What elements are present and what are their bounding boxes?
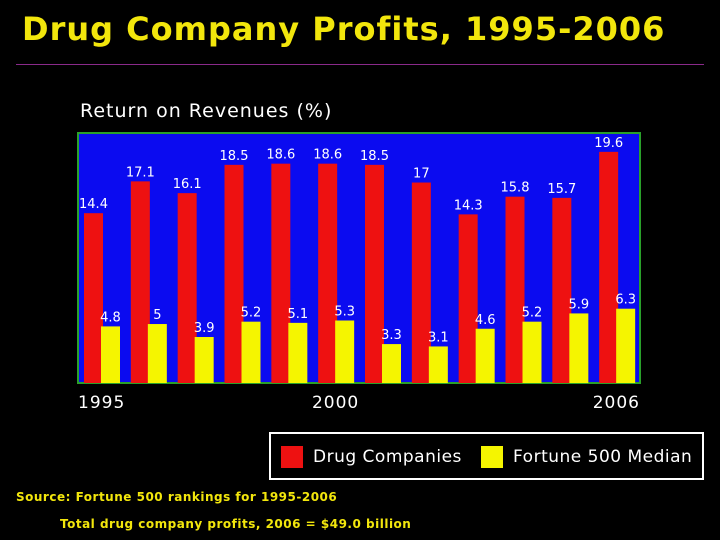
fortune-bar-2006 xyxy=(616,308,636,383)
legend-swatch-drug xyxy=(281,446,303,468)
fortune-value-label-2001: 3.3 xyxy=(381,328,402,343)
legend-item-fortune: Fortune 500 Median xyxy=(481,446,692,468)
fortune-value-label-1995: 4.8 xyxy=(100,310,121,325)
drug-bar-1999 xyxy=(271,163,291,383)
fortune-value-label-2002: 3.1 xyxy=(428,330,449,345)
fortune-value-label-1999: 5.1 xyxy=(287,307,308,322)
drug-value-label-1999: 18.6 xyxy=(266,148,295,163)
drug-value-label-1995: 14.4 xyxy=(79,197,108,212)
fortune-value-label-2005: 5.9 xyxy=(568,297,589,312)
drug-bar-2005 xyxy=(552,197,572,383)
drug-bar-2006 xyxy=(599,151,619,383)
x-tick-label-2006: 2006 xyxy=(593,393,640,413)
fortune-bar-1997 xyxy=(194,337,214,383)
fortune-value-label-2003: 4.6 xyxy=(475,313,496,328)
fortune-value-label-1997: 3.9 xyxy=(194,321,215,336)
fortune-value-label-2000: 5.3 xyxy=(334,305,355,320)
x-tick-label-2000: 2000 xyxy=(312,393,359,413)
chart-title: Return on Revenues (%) xyxy=(80,100,333,122)
drug-value-label-2006: 19.6 xyxy=(594,136,623,151)
drug-value-label-2003: 14.3 xyxy=(454,198,483,213)
x-tick-label-1995: 1995 xyxy=(78,393,125,413)
drug-bar-1995 xyxy=(84,213,103,383)
source-note: Source: Fortune 500 rankings for 1995-20… xyxy=(16,490,338,504)
drug-value-label-2002: 17 xyxy=(413,167,430,182)
legend: Drug Companies Fortune 500 Median xyxy=(269,432,704,480)
legend-label-drug: Drug Companies xyxy=(313,447,462,467)
fortune-bar-2003 xyxy=(475,328,495,383)
legend-label-fortune: Fortune 500 Median xyxy=(513,447,693,467)
plot-area xyxy=(77,132,641,384)
drug-bar-2001 xyxy=(365,164,384,383)
total-profits-note: Total drug company profits, 2006 = $49.0… xyxy=(60,517,412,531)
fortune-bar-1999 xyxy=(288,322,308,383)
slide-title: Drug Company Profits, 1995-2006 xyxy=(22,10,666,48)
fortune-bar-2001 xyxy=(382,344,401,383)
drug-value-label-2001: 18.5 xyxy=(360,149,389,164)
drug-value-label-2000: 18.6 xyxy=(313,148,342,163)
drug-bar-1998 xyxy=(224,164,244,383)
fortune-value-label-2004: 5.2 xyxy=(522,306,543,321)
fortune-bar-1995 xyxy=(101,326,120,383)
fortune-value-label-2006: 6.3 xyxy=(615,293,636,308)
drug-bar-2003 xyxy=(458,214,478,383)
drug-value-label-1997: 16.1 xyxy=(173,177,202,192)
legend-item-drug: Drug Companies xyxy=(281,446,462,468)
fortune-bar-2005 xyxy=(569,313,589,383)
fortune-bar-2000 xyxy=(335,320,355,383)
drug-bar-1997 xyxy=(177,193,197,383)
drug-bar-2002 xyxy=(411,182,431,383)
drug-value-label-2005: 15.7 xyxy=(547,182,576,197)
drug-bar-1996 xyxy=(130,181,150,383)
drug-value-label-1996: 17.1 xyxy=(126,165,155,180)
drug-value-label-1998: 18.5 xyxy=(220,149,249,164)
fortune-bar-1996 xyxy=(147,324,167,383)
drug-value-label-2004: 15.8 xyxy=(501,181,530,196)
fortune-value-label-1998: 5.2 xyxy=(241,306,262,321)
drug-bar-2000 xyxy=(318,163,338,383)
fortune-bar-2002 xyxy=(428,346,448,383)
legend-swatch-fortune xyxy=(481,446,503,468)
fortune-bar-2004 xyxy=(522,321,542,383)
fortune-bar-1998 xyxy=(241,321,261,383)
drug-bar-2004 xyxy=(505,196,525,383)
title-divider xyxy=(16,64,704,65)
fortune-value-label-1996: 5 xyxy=(153,308,161,323)
